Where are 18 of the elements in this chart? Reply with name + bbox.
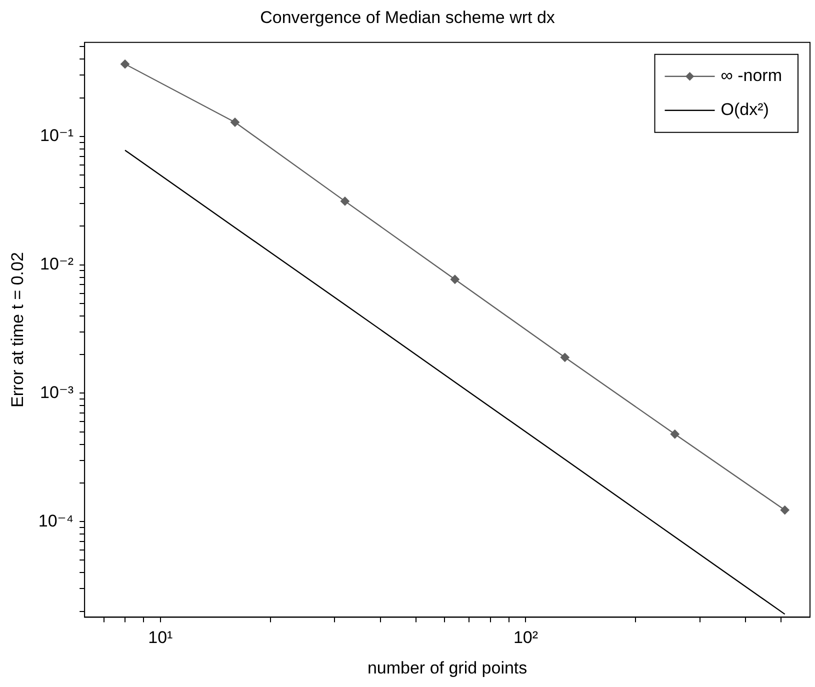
point <box>670 430 680 439</box>
x-axis-title: number of grid points <box>367 658 528 678</box>
point <box>560 352 570 362</box>
chart-title: Convergence of Median scheme wrt dx <box>260 8 556 27</box>
y-tick-label: 10⁻³ <box>40 382 74 402</box>
point <box>450 274 460 284</box>
x-tick-label: 10² <box>513 628 538 648</box>
x-tick-label: 10¹ <box>148 628 174 648</box>
y-tick-label: 10⁻⁴ <box>38 511 74 530</box>
legend-label: ∞ -norm <box>720 66 782 86</box>
point <box>340 196 350 206</box>
y-axis-title: Error at time t = 0.02 <box>8 252 27 408</box>
point <box>780 506 790 515</box>
legend-label: O(dx²) <box>720 100 769 120</box>
y-tick-label: 10⁻² <box>40 254 74 274</box>
y-tick-label: 10⁻¹ <box>40 126 74 146</box>
point <box>120 60 130 69</box>
point <box>230 118 240 127</box>
